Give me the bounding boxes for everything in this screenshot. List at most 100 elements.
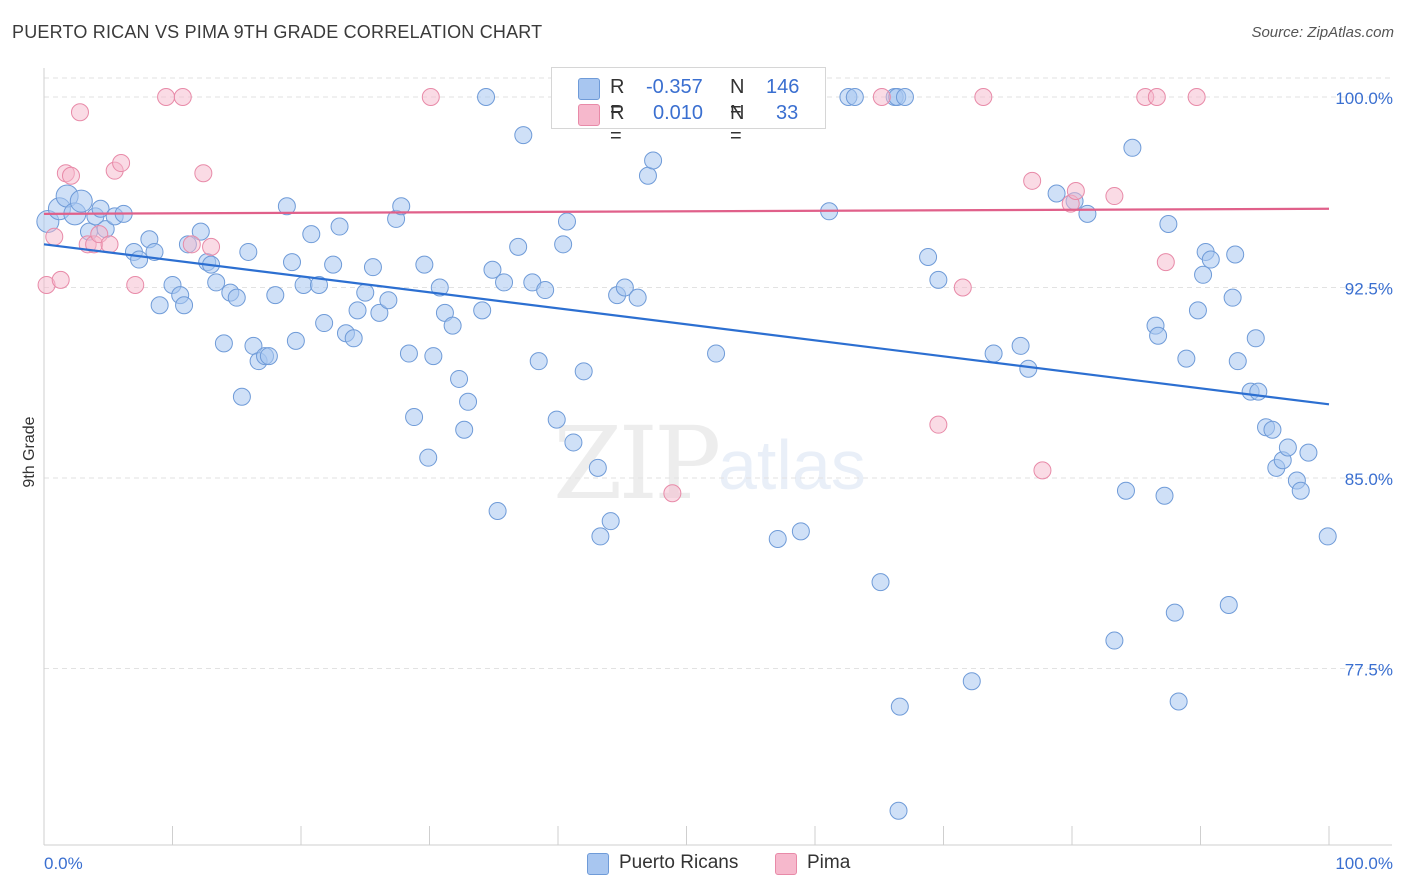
- pima-trend-line: [43, 207, 1330, 215]
- puerto-rican-point: [962, 672, 981, 691]
- puerto-rican-point: [450, 369, 469, 388]
- puerto-rican-point: [150, 296, 169, 315]
- puerto-rican-point: [419, 448, 438, 467]
- puerto-rican-point: [1228, 352, 1247, 371]
- puerto-rican-point: [473, 301, 492, 320]
- y-tick-label: 100.0%: [1335, 89, 1393, 108]
- puerto-rican-point: [895, 88, 914, 106]
- puerto-rican-point: [239, 242, 258, 261]
- n-value: 33: [776, 102, 799, 124]
- puerto-rican-point: [1263, 420, 1282, 439]
- chart-title: PUERTO RICAN VS PIMA 9TH GRADE CORRELATI…: [12, 22, 543, 42]
- puerto-rican-point: [845, 88, 864, 106]
- pima-point: [173, 88, 192, 106]
- puerto-rican-point: [889, 801, 908, 820]
- puerto-rican-point: [175, 296, 194, 315]
- pima-point: [929, 415, 948, 434]
- puerto-rican-trend-line: [43, 243, 1330, 406]
- axis-labels: 77.5% 85.0% 92.5% 100.0% 0.0% 100.0% 9th Grade: [21, 89, 1393, 873]
- puerto-rican-point: [871, 573, 890, 592]
- puerto-rican-point: [370, 303, 389, 322]
- pima-point: [194, 164, 213, 183]
- puerto-rican-point: [356, 283, 375, 302]
- pima-point: [202, 237, 221, 256]
- pima-point: [70, 103, 89, 122]
- puerto-rican-point: [424, 347, 443, 366]
- legend-label: Pima: [807, 852, 851, 873]
- n-label: N =: [730, 102, 745, 147]
- puerto-rican-point: [405, 408, 424, 427]
- puerto-rican-point: [1019, 359, 1038, 378]
- puerto-rican-point: [399, 344, 418, 363]
- stats-box: R = -0.357 N = 146 R = 0.010 N = 33: [551, 67, 826, 147]
- puerto-rican-point: [1047, 184, 1066, 203]
- y-tick-label: 92.5%: [1345, 280, 1393, 299]
- pima-point: [182, 235, 201, 254]
- puerto-rican-point: [707, 344, 726, 363]
- puerto-rican-point: [363, 258, 382, 277]
- pima-point: [157, 88, 176, 106]
- puerto-rican-point: [628, 288, 647, 307]
- puerto-rican-point: [207, 273, 226, 292]
- pima-point: [1147, 88, 1166, 106]
- puerto-rican-point: [1177, 349, 1196, 368]
- puerto-rican-point: [1299, 443, 1318, 462]
- blue-square-icon: [587, 853, 609, 875]
- pima-point: [421, 88, 440, 106]
- puerto-rican-point: [984, 344, 1003, 363]
- puerto-rican-point: [564, 433, 583, 452]
- puerto-rican-point: [302, 225, 321, 244]
- puerto-rican-point: [1011, 336, 1030, 355]
- puerto-rican-points: [36, 88, 1337, 820]
- puerto-rican-point: [1078, 204, 1097, 223]
- puerto-rican-point: [1201, 250, 1220, 269]
- y-axis-title: 9th Grade: [21, 416, 38, 487]
- r-value: -0.357: [646, 76, 703, 98]
- puerto-rican-point: [488, 502, 507, 521]
- puerto-rican-point: [509, 237, 528, 256]
- puerto-rican-point: [1123, 138, 1142, 157]
- x-tick-label: 0.0%: [44, 854, 83, 873]
- puerto-rican-point: [1249, 382, 1268, 401]
- puerto-rican-point: [294, 275, 313, 294]
- puerto-rican-point: [495, 273, 514, 292]
- pima-point: [974, 88, 993, 106]
- puerto-rican-point: [554, 235, 573, 254]
- puerto-rican-point: [1116, 481, 1135, 500]
- puerto-rican-point: [191, 222, 210, 241]
- pima-point: [51, 270, 70, 289]
- trend-lines: [43, 207, 1330, 406]
- pima-point: [872, 88, 891, 106]
- puerto-rican-point: [324, 255, 343, 274]
- n-value: 146: [766, 76, 800, 98]
- r-label: R =: [610, 76, 625, 121]
- puerto-rican-point: [344, 329, 363, 348]
- puerto-rican-point: [1169, 692, 1188, 711]
- grid-lines: [44, 77, 1392, 669]
- puerto-rican-point: [615, 278, 634, 297]
- puerto-rican-point: [259, 347, 278, 366]
- puerto-rican-point: [130, 250, 149, 269]
- puerto-rican-point: [379, 291, 398, 310]
- puerto-rican-point: [330, 217, 349, 236]
- pima-point: [61, 166, 80, 185]
- legend-label: Puerto Ricans: [619, 852, 739, 873]
- pima-point: [1156, 253, 1175, 272]
- n-label: N =: [730, 76, 745, 121]
- puerto-rican-point: [574, 362, 593, 381]
- puerto-rican-point: [768, 529, 787, 548]
- puerto-rican-point: [283, 253, 302, 272]
- pima-point: [1033, 461, 1052, 480]
- puerto-rican-point: [638, 166, 657, 185]
- puerto-rican-point: [1105, 631, 1124, 650]
- puerto-rican-point: [929, 270, 948, 289]
- blue-swatch-icon: [578, 78, 600, 100]
- puerto-rican-point: [1155, 486, 1174, 505]
- puerto-rican-point: [459, 392, 478, 411]
- puerto-rican-point: [286, 331, 305, 350]
- puerto-rican-point: [557, 212, 576, 231]
- r-label: R =: [610, 102, 625, 147]
- puerto-rican-point: [277, 197, 296, 216]
- puerto-rican-point: [1291, 481, 1310, 500]
